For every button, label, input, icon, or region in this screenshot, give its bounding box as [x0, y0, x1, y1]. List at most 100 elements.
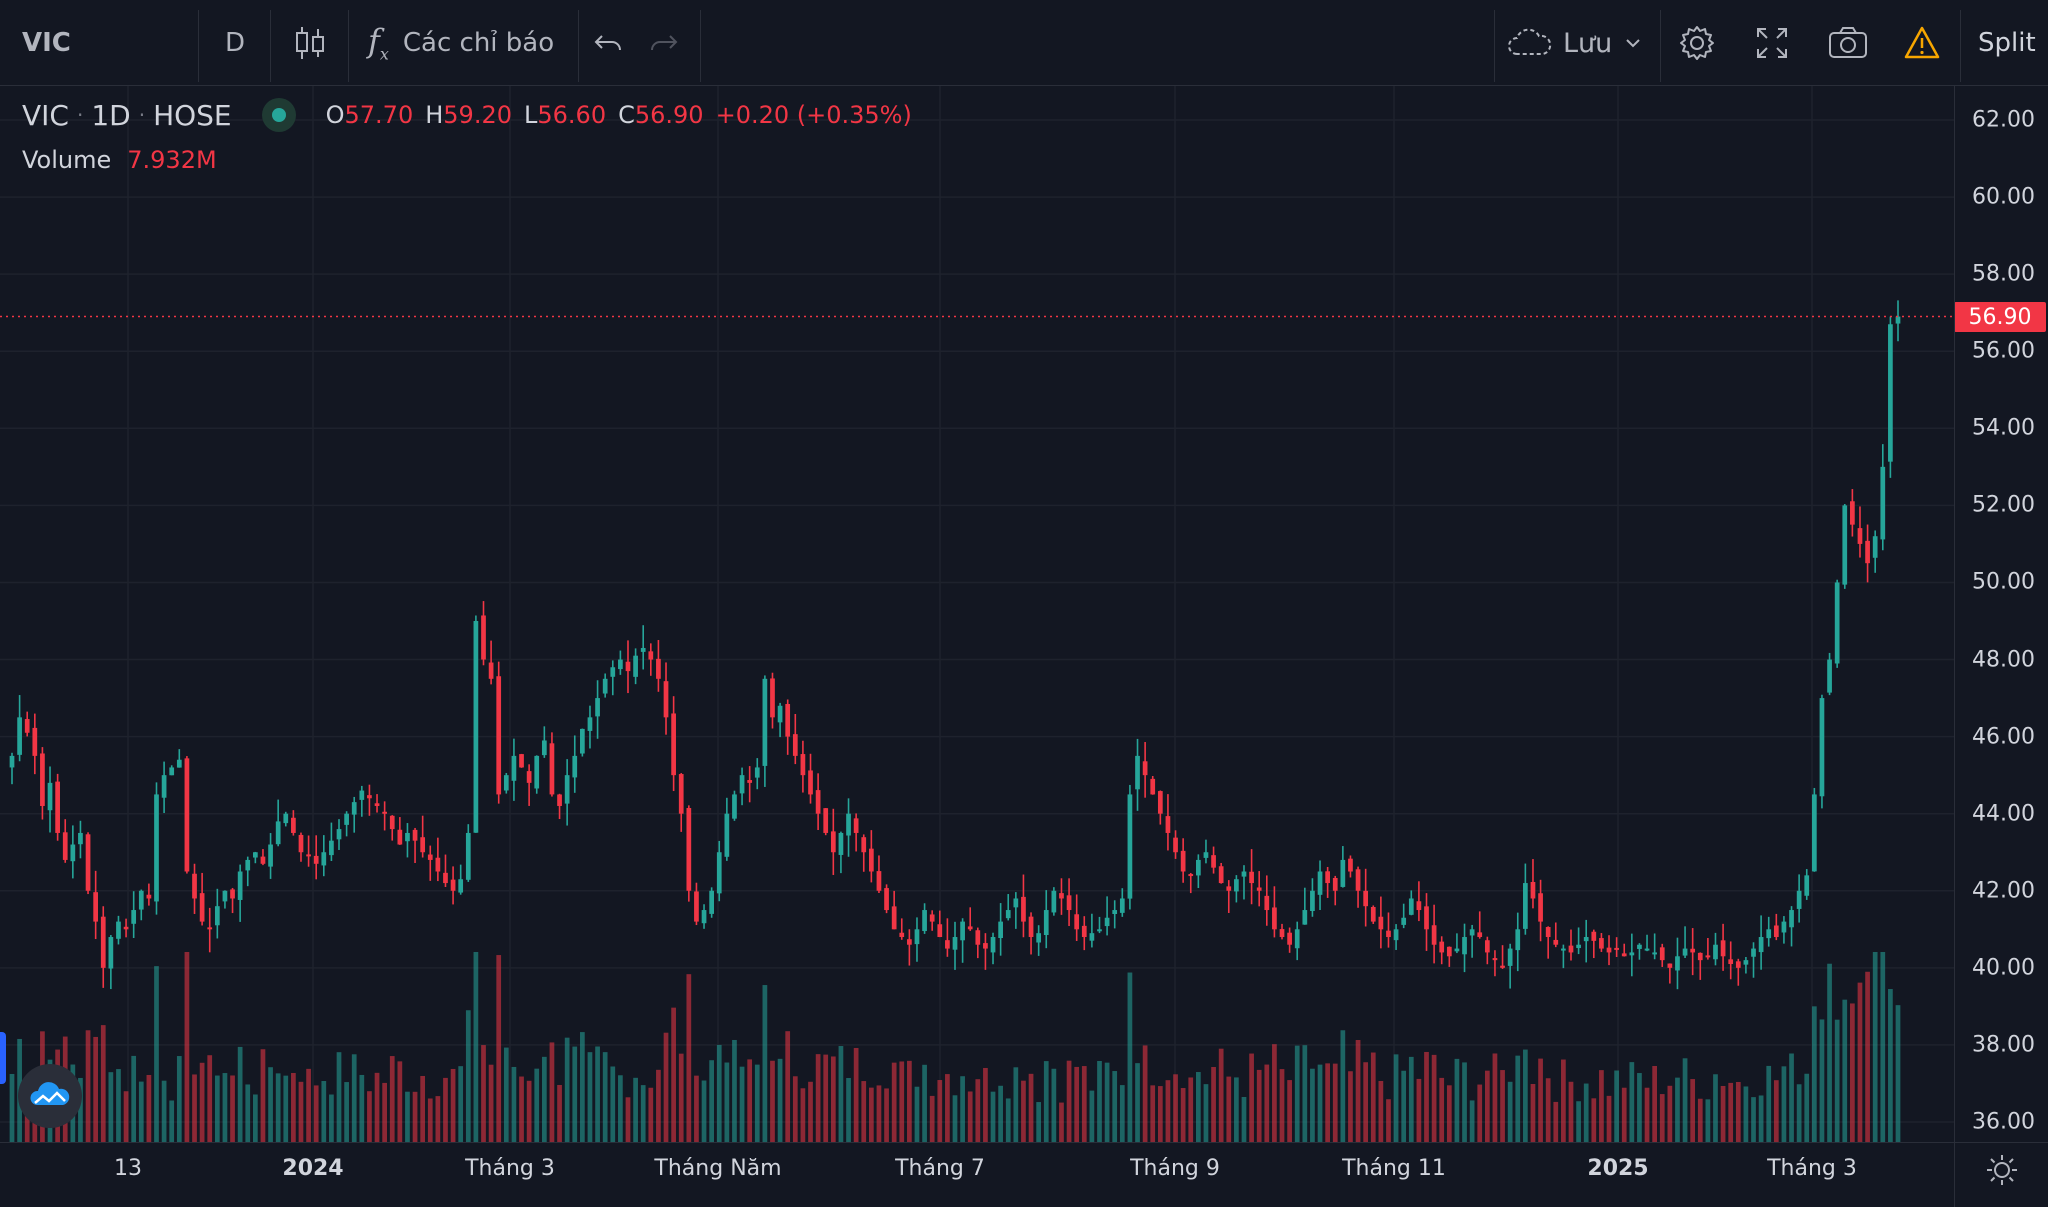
price-chart[interactable] — [0, 86, 1954, 1142]
volume-bar — [656, 1069, 661, 1142]
candle-body — [1599, 938, 1604, 949]
time-axis-border — [0, 1142, 2048, 1143]
change-value: +0.20 (+0.35%) — [715, 101, 912, 129]
volume-bar — [1888, 989, 1893, 1142]
candle-body — [1659, 947, 1665, 961]
volume-bar — [1789, 1053, 1794, 1142]
volume-bar — [1241, 1096, 1247, 1142]
candle-body — [1446, 946, 1452, 957]
candle-body — [1142, 761, 1148, 776]
candle-body — [427, 854, 433, 860]
cloud-logo-icon — [30, 1082, 70, 1105]
interval-button[interactable]: D — [225, 28, 246, 58]
candle-body — [1393, 929, 1399, 941]
volume-bar — [792, 1076, 798, 1142]
cloud-icon — [1508, 28, 1552, 55]
candle-body — [1249, 871, 1254, 884]
symbol-search-button[interactable]: VIC — [22, 28, 71, 58]
candle-body — [1720, 940, 1726, 957]
undo-button[interactable] — [592, 10, 626, 76]
volume-bar — [1621, 1087, 1627, 1142]
volume-bar — [1036, 1102, 1042, 1142]
volume-bar — [222, 1073, 228, 1142]
volume-bar — [443, 1077, 448, 1142]
volume-bar — [9, 1073, 15, 1142]
candle-body — [1226, 886, 1232, 891]
price-tick-label: 58.00 — [1972, 261, 2035, 287]
volume-bar — [884, 1088, 889, 1142]
broker-logo-button[interactable] — [18, 1064, 82, 1128]
volume-bar — [1690, 1079, 1696, 1142]
candle-body — [618, 659, 623, 670]
volume-bar — [686, 974, 692, 1142]
candle-body — [1469, 929, 1475, 936]
volume-bar — [800, 1088, 806, 1142]
candle-body — [701, 910, 707, 924]
volume-bar — [1515, 1055, 1521, 1142]
candle-body — [329, 840, 334, 856]
volume-bar — [1500, 1070, 1505, 1142]
candle-body — [572, 755, 578, 778]
volume-bar — [306, 1068, 311, 1142]
save-button[interactable]: Lưu — [1505, 10, 1644, 76]
candle-body — [1332, 877, 1338, 891]
candle-body — [1773, 925, 1779, 938]
volume-bar — [252, 1094, 258, 1142]
volume-bar — [1713, 1074, 1718, 1142]
candle-body — [260, 856, 266, 864]
candle-body — [32, 727, 38, 756]
volume-bar — [473, 952, 479, 1142]
split-button[interactable]: Split — [1978, 28, 2036, 58]
volume-bar — [846, 1078, 851, 1142]
volume-bar — [1842, 999, 1848, 1142]
camera-icon — [1829, 27, 1867, 58]
volume-bar — [336, 1052, 342, 1142]
volume-bar — [1386, 1099, 1391, 1142]
toolbar-divider — [1660, 10, 1661, 82]
market-open-dot — [271, 108, 286, 122]
redo-button[interactable] — [646, 10, 680, 76]
price-tick-label: 46.00 — [1972, 724, 2035, 750]
candle-body — [1081, 925, 1087, 938]
volume-bar — [937, 1080, 943, 1142]
time-tick-label: Tháng 3 — [1767, 1156, 1857, 1181]
volume-bar — [1614, 1070, 1619, 1142]
left-panel-handle[interactable] — [0, 1032, 6, 1084]
candle-body — [1195, 859, 1201, 876]
candle-body — [1173, 837, 1178, 853]
candle-body — [580, 728, 585, 754]
volume-bar — [602, 1052, 608, 1142]
volume-bar — [427, 1098, 433, 1142]
volume-bar — [754, 1064, 760, 1142]
candle-body — [116, 921, 121, 939]
settings-button[interactable] — [1676, 10, 1718, 76]
candle-body — [214, 906, 220, 926]
price-tick-label: 52.00 — [1972, 492, 2035, 518]
volume-bar — [1218, 1048, 1224, 1142]
price-axis-border — [1954, 86, 1955, 1207]
fullscreen-button[interactable] — [1752, 10, 1792, 76]
candle-body — [1348, 858, 1353, 872]
candle-body — [496, 676, 502, 795]
volume-bar — [1834, 1019, 1840, 1142]
volume-bar — [154, 966, 159, 1142]
legend-separator: · — [138, 103, 146, 127]
volume-bar — [1568, 1081, 1574, 1142]
candle-body — [899, 932, 905, 938]
candle-body — [1066, 895, 1072, 911]
screenshot-button[interactable] — [1826, 10, 1870, 76]
volume-bar — [1857, 982, 1863, 1142]
volume-bar — [138, 1081, 144, 1142]
chart-type-button[interactable] — [292, 10, 328, 76]
candle-body — [1553, 939, 1559, 945]
warning-button[interactable] — [1902, 10, 1942, 76]
market-status-indicator[interactable] — [261, 98, 296, 132]
indicators-button[interactable]: fx Các chỉ báo — [368, 10, 554, 76]
candle-body — [154, 794, 159, 902]
timezone-settings-button[interactable] — [1984, 1152, 2020, 1192]
volume-bar — [1097, 1060, 1102, 1142]
volume-bar — [146, 1074, 152, 1142]
candle-body — [252, 852, 258, 858]
chevron-down-icon — [1626, 39, 1640, 48]
volume-bar — [1059, 1102, 1064, 1142]
